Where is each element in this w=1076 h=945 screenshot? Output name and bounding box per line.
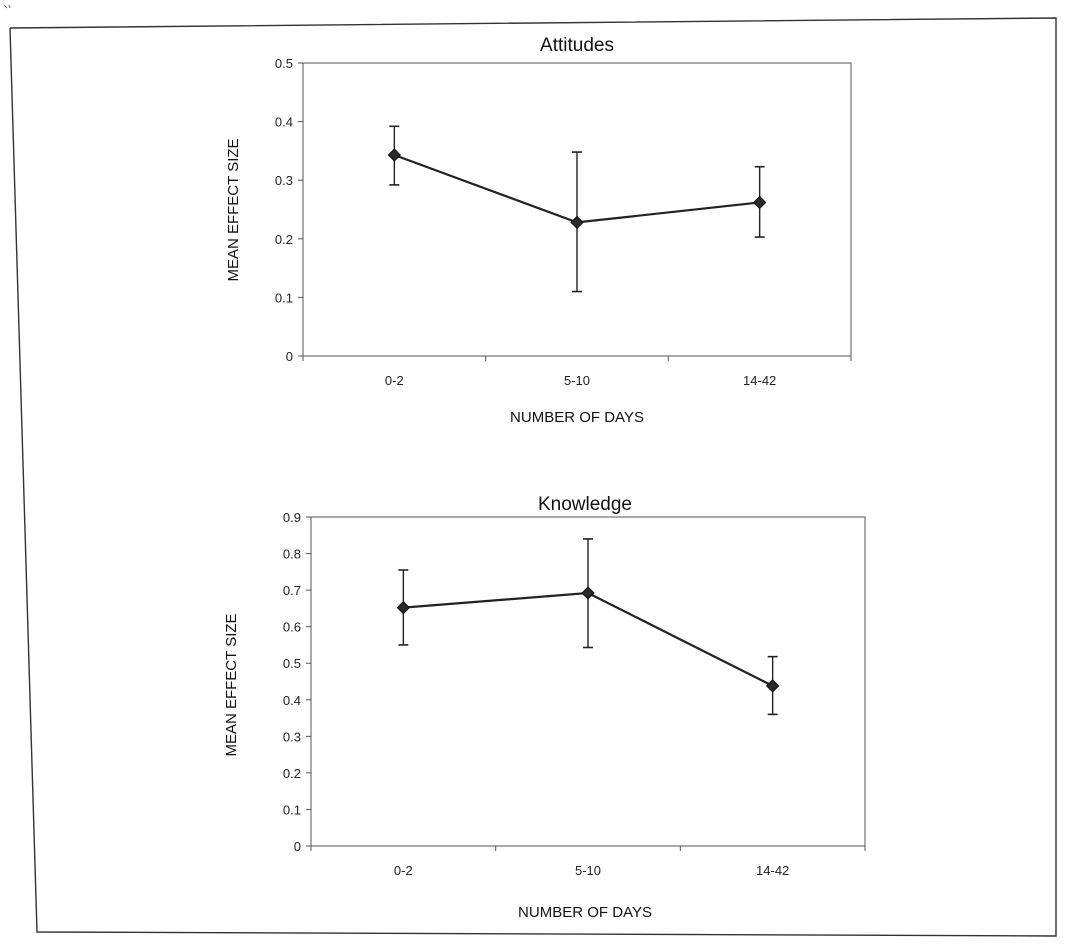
x-tick-label: 14-42 bbox=[743, 373, 776, 388]
y-tick-label: 0.3 bbox=[275, 173, 293, 188]
y-tick-label: 0 bbox=[286, 349, 293, 364]
axis-ticks: 0 0.1 0.2 0.3 0.4 0.5 0.6 0.7 0.8 0.9 0-2 5-10 14-42 bbox=[283, 510, 866, 878]
y-tick-label: 0.1 bbox=[275, 290, 293, 305]
x-tick-label: 0-2 bbox=[385, 373, 404, 388]
plot-area-frame bbox=[302, 62, 852, 357]
chart-title: Attitudes bbox=[540, 35, 614, 56]
y-tick-label: 0.6 bbox=[283, 620, 301, 635]
data-point bbox=[570, 215, 584, 230]
y-tick-label: 0.9 bbox=[283, 510, 301, 525]
data-point bbox=[765, 679, 780, 693]
data-marks bbox=[396, 538, 780, 716]
x-tick-label: 14-42 bbox=[756, 863, 789, 878]
y-tick-label: 0.4 bbox=[275, 115, 293, 130]
y-axis-label: MEAN EFFECT SIZE bbox=[225, 138, 242, 281]
axis-ticks: 0 0.1 0.2 0.3 0.4 0.5 0-2 5-10 14-42 bbox=[275, 56, 852, 388]
y-tick-label: 0 bbox=[294, 839, 301, 854]
x-tick-label: 5-10 bbox=[564, 373, 590, 388]
plot-area-frame bbox=[310, 516, 866, 847]
attitudes-chart: Attitudes NUMBER OF DAYS MEAN EFFECT SIZ… bbox=[225, 35, 852, 426]
y-tick-label: 0.2 bbox=[275, 232, 293, 247]
data-point bbox=[396, 600, 411, 615]
x-axis-label: NUMBER OF DAYS bbox=[518, 904, 652, 921]
y-tick-label: 0.1 bbox=[283, 802, 301, 817]
data-marks bbox=[387, 125, 767, 293]
data-point bbox=[387, 148, 402, 162]
x-axis-label: NUMBER OF DAYS bbox=[510, 409, 644, 426]
data-point bbox=[752, 195, 767, 210]
knowledge-chart: Knowledge NUMBER OF DAYS MEAN EFFECT SIZ… bbox=[223, 494, 866, 921]
chart-title: Knowledge bbox=[538, 494, 632, 515]
data-point bbox=[581, 586, 595, 600]
y-tick-label: 0.8 bbox=[283, 547, 301, 562]
y-tick-label: 0.3 bbox=[283, 729, 301, 744]
y-tick-label: 0.5 bbox=[283, 656, 301, 671]
y-tick-label: 0.5 bbox=[275, 56, 293, 71]
y-tick-label: 0.4 bbox=[283, 693, 301, 708]
x-tick-label: 5-10 bbox=[575, 863, 601, 878]
figure-frame bbox=[9, 17, 1057, 937]
y-tick-label: 0.7 bbox=[283, 583, 301, 598]
y-axis-label: MEAN EFFECT SIZE bbox=[223, 613, 240, 756]
x-tick-label: 0-2 bbox=[394, 863, 413, 878]
y-tick-label: 0.2 bbox=[283, 766, 301, 781]
scan-mark bbox=[3, 4, 11, 9]
